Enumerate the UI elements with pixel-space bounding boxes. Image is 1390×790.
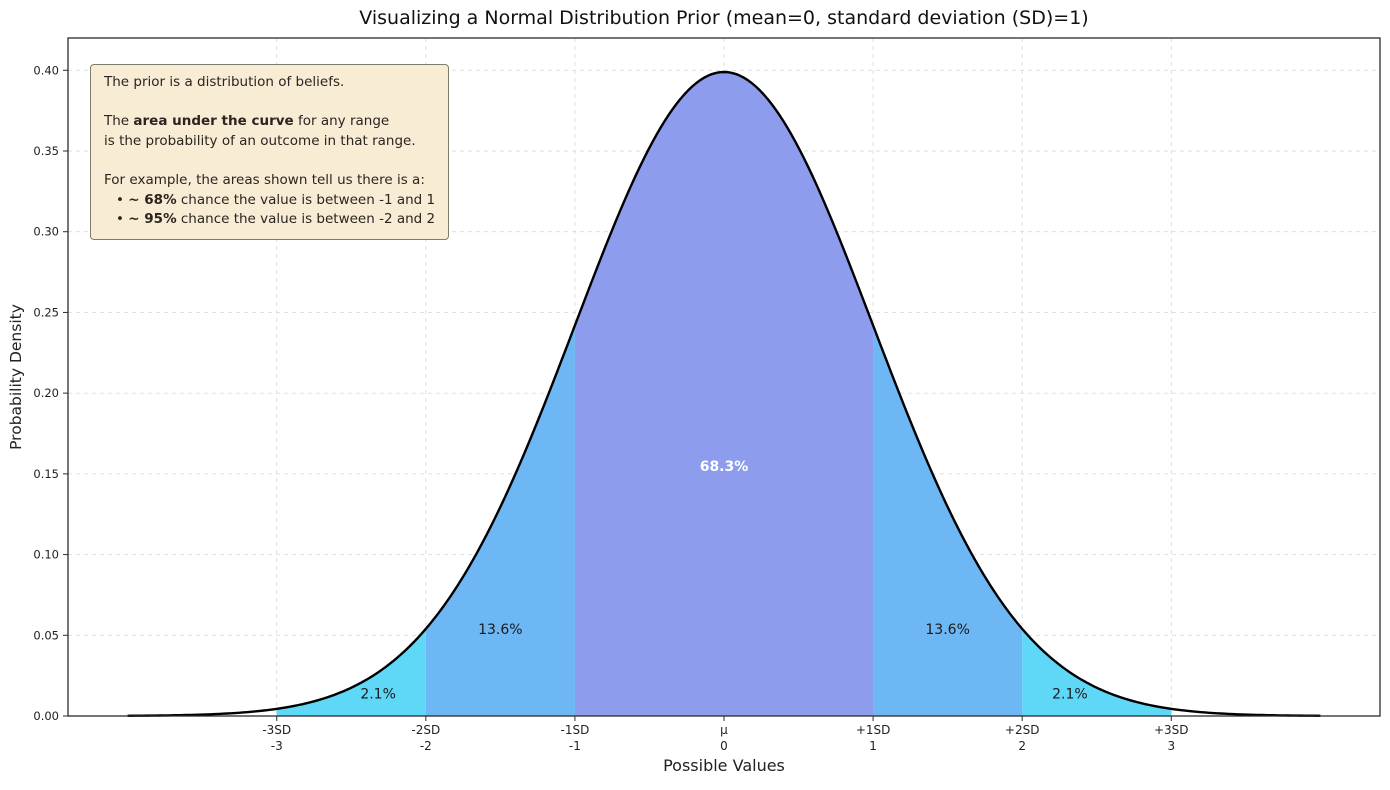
annotation-line: For example, the areas shown tell us the…: [104, 171, 425, 188]
x-tick-sd-label: +2SD: [1005, 723, 1040, 737]
x-tick-sd-label: -3SD: [262, 723, 291, 737]
pdf-curve: [127, 70, 1321, 717]
annotation-line: • ~ 68% chance the value is between -1 a…: [116, 191, 436, 208]
annotation-box: The prior is a distribution of beliefs. …: [90, 64, 450, 240]
region-label: 68.3%: [700, 459, 749, 475]
y-tick-label: 0.15: [33, 467, 59, 481]
region-fill-2.1%: [276, 628, 426, 716]
x-tick-sd-label: μ: [720, 723, 728, 737]
annotation-line: • ~ 95% chance the value is between -2 a…: [116, 211, 436, 228]
x-tick-sd-label: +3SD: [1154, 723, 1189, 737]
x-tick-value-label: 3: [1167, 739, 1175, 753]
region-fill-2.1%: [1022, 628, 1172, 716]
y-tick-label: 0.25: [33, 305, 59, 319]
annotation-line: [104, 93, 435, 113]
x-tick-value-label: -1: [569, 739, 581, 753]
annotation-line: [104, 151, 435, 171]
annotation-line: The area under the curve for any range: [104, 113, 390, 130]
y-tick-label: 0.40: [33, 63, 59, 77]
y-tick-label: 0.35: [33, 144, 59, 158]
region-label: 13.6%: [478, 622, 522, 638]
region-label: 13.6%: [925, 622, 969, 638]
x-tick-sd-label: -2SD: [411, 723, 440, 737]
x-tick-sd-label: +1SD: [856, 723, 891, 737]
chart-title: Visualizing a Normal Distribution Prior …: [359, 7, 1089, 29]
annotation-line: is the probability of an outcome in that…: [104, 132, 416, 149]
x-tick-value-label: 1: [869, 739, 877, 753]
y-tick-label: 0.30: [33, 225, 59, 239]
x-tick-value-label: -2: [420, 739, 432, 753]
region-label: 2.1%: [1052, 686, 1088, 702]
y-tick-label: 0.05: [33, 628, 59, 642]
y-tick-label: 0.00: [33, 709, 59, 723]
annotation-line: The prior is a distribution of beliefs.: [104, 74, 345, 90]
y-tick-label: 0.20: [33, 386, 59, 400]
x-tick-value-label: 2: [1018, 739, 1026, 753]
x-tick-sd-label: -1SD: [560, 723, 589, 737]
region-label: 2.1%: [360, 686, 396, 702]
x-tick-value-label: 0: [720, 739, 728, 753]
x-tick-value-label: -3: [271, 739, 283, 753]
region-fill-68.3%: [574, 71, 874, 717]
x-axis-label: Possible Values: [663, 756, 785, 775]
y-tick-label: 0.10: [33, 548, 59, 562]
